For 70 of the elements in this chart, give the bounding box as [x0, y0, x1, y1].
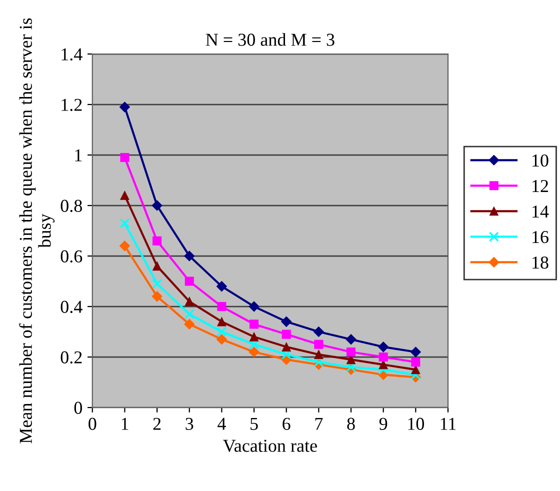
point [411, 358, 420, 367]
point [184, 276, 194, 286]
x-tick-label: 11 [440, 418, 456, 430]
x-tick-label: 3 [186, 418, 194, 430]
point [314, 357, 324, 368]
point [346, 334, 356, 345]
point [410, 346, 421, 358]
x-tick-label: 10 [408, 418, 424, 430]
point [281, 350, 292, 360]
point [120, 190, 130, 200]
point [184, 250, 195, 262]
point [410, 370, 421, 380]
x-tick-label: 4 [218, 418, 226, 430]
point [217, 317, 226, 326]
point [378, 364, 388, 375]
point [120, 218, 130, 228]
y-axis-title: Mean number of customers in the queue when the server is busy [19, 18, 55, 444]
point [119, 102, 130, 112]
point [152, 236, 162, 246]
y-tick-label: 1.2 [62, 98, 82, 112]
point [250, 332, 259, 342]
point [152, 200, 162, 211]
x-tick-label: 0 [88, 418, 96, 430]
point [346, 362, 356, 372]
point [216, 334, 227, 345]
point [346, 347, 356, 356]
legend-label: 18 [532, 256, 548, 269]
point [282, 342, 291, 352]
point [313, 326, 324, 338]
point [216, 326, 227, 337]
point [184, 318, 195, 330]
point [152, 278, 162, 289]
point [248, 301, 260, 312]
x-tick-label: 9 [379, 418, 388, 430]
point [314, 350, 324, 360]
point [152, 291, 162, 302]
y-tick-label: 0 [74, 402, 82, 414]
x-tick-label: 6 [282, 418, 290, 430]
x-tick-label: 5 [250, 418, 258, 430]
point [378, 342, 389, 352]
y-tick-label: 0.8 [60, 200, 82, 212]
point [250, 320, 259, 329]
point [282, 330, 291, 339]
y-tick-label: 1.4 [62, 48, 82, 61]
legend-label: 14 [532, 206, 549, 218]
legend-label: 12 [532, 180, 548, 192]
point [152, 262, 162, 271]
point [248, 346, 260, 358]
y-tick-label: 0.6 [60, 250, 82, 263]
legend-label: 16 [532, 231, 548, 244]
x-tick-label: 2 [153, 418, 161, 430]
x-tick-label: 7 [315, 418, 323, 430]
point [378, 352, 388, 362]
point [314, 340, 324, 349]
y-tick-label: 1 [75, 149, 82, 162]
point [184, 309, 194, 320]
legend-label: 10 [532, 154, 548, 167]
x-tick-label: 8 [347, 418, 355, 430]
point [119, 240, 130, 252]
point [217, 302, 226, 312]
point [281, 316, 292, 327]
point [216, 281, 227, 292]
y-tick-label: 0.2 [60, 351, 82, 364]
chart-title: N = 30 and M = 3 [206, 33, 334, 46]
x-axis-title: Vacation rate [223, 440, 317, 452]
point [249, 339, 260, 350]
y-tick-label: 0.4 [60, 300, 82, 314]
point [120, 153, 130, 162]
point [184, 296, 194, 306]
x-tick-label: 1 [122, 418, 128, 430]
